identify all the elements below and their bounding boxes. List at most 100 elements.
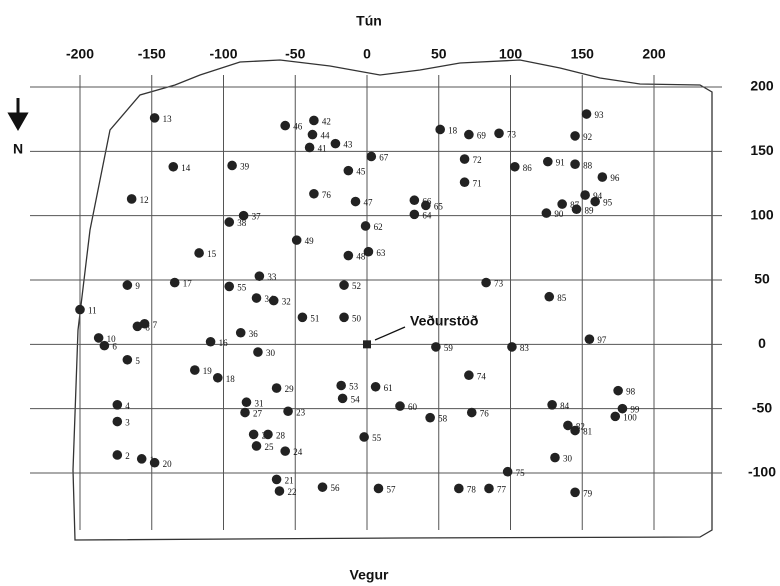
point-label: 96 [610,173,620,183]
sample-point [373,483,384,494]
sample-point [507,342,517,352]
point-label: 7 [153,320,158,330]
x-tick-label: 150 [571,46,595,62]
sample-point [510,161,520,172]
sample-point [363,246,374,257]
point-label: 4 [125,401,130,411]
sample-point [360,221,371,231]
point-label: 54 [351,394,361,404]
point-label: 92 [583,132,592,142]
sample-point [224,281,235,292]
point-label: 51 [310,313,319,323]
point-label: 94 [593,191,603,201]
point-label: 14 [181,163,191,173]
x-tick-label: 0 [363,46,371,62]
point-label: 32 [282,297,291,307]
sample-point [297,312,308,323]
point-label: 90 [554,209,564,219]
sample-point [570,159,580,169]
x-tick-label: 200 [642,46,666,62]
point-label: 63 [376,248,386,258]
sample-point [99,340,110,351]
point-label: 81 [583,427,592,437]
sample-point [421,200,431,211]
point-label: 84 [560,401,570,411]
sample-point [343,250,354,261]
x-tick-label: 100 [499,46,523,62]
sample-point [168,161,179,172]
sample-point [464,370,474,381]
point-label: 93 [595,110,605,120]
area-outline [72,59,713,541]
point-label: 100 [623,412,637,422]
sample-point [307,129,318,140]
sample-point [274,486,285,496]
sample-point [241,397,252,408]
sample-point [122,280,133,290]
sample-point [459,177,470,188]
sample-point [309,188,319,199]
sample-point [248,429,259,440]
x-tick-label: -200 [66,46,94,62]
sample-point [435,124,445,135]
point-label: 21 [285,475,294,485]
sample-point [263,429,273,440]
sample-point [112,416,123,427]
station-marker [363,340,371,349]
point-label: 76 [322,190,332,200]
sample-point [271,383,282,393]
sample-point [93,333,104,343]
sample-point [366,151,377,162]
y-tick-label: 100 [750,206,774,222]
point-label: 71 [473,178,482,188]
north-arrow [7,98,29,132]
sample-point [205,336,216,347]
point-label: 45 [356,167,366,177]
sample-point [190,365,200,375]
point-label: 29 [285,384,295,394]
point-label: 72 [473,155,482,165]
point-label: 79 [583,488,593,498]
sample-point [613,385,623,396]
point-label: 95 [603,198,613,208]
point-label: 83 [520,343,530,353]
sample-point [557,199,567,209]
sample-point [502,466,513,477]
point-label: 18 [226,374,236,384]
sample-point [149,113,160,123]
sample-point [136,454,147,464]
point-label: 97 [597,335,607,345]
point-label: 13 [163,114,173,124]
point-label: 10 [107,334,117,344]
point-label: 8 [145,322,150,332]
sample-point [224,217,235,227]
point-label: 76 [480,409,490,419]
point-label: 33 [267,272,277,282]
annotation-arrow [374,326,406,341]
x-tick-label: 50 [431,46,447,62]
point-label: 64 [422,210,432,220]
y-tick-label: 0 [758,335,766,351]
x-tick-label: -100 [209,46,237,62]
sample-point [550,452,560,463]
top-title: Tún [356,13,382,29]
point-label: 65 [434,201,444,211]
sample-point [494,128,504,139]
point-label: 3 [125,418,130,428]
sample-point [459,154,470,164]
point-label: 77 [497,485,507,495]
sample-point [194,248,204,258]
point-label: 36 [249,329,259,339]
point-label: 46 [293,122,303,132]
point-label: 9 [135,281,140,291]
annotation-label: Veðurstöð [410,313,478,329]
sample-point [484,483,494,494]
point-label: 52 [352,281,361,291]
sample-point [409,195,420,206]
point-label: 49 [305,236,315,246]
point-label: 89 [585,205,595,215]
x-tick-label: -150 [138,46,166,62]
y-tick-label: 50 [754,271,770,287]
sample-point [254,271,265,281]
